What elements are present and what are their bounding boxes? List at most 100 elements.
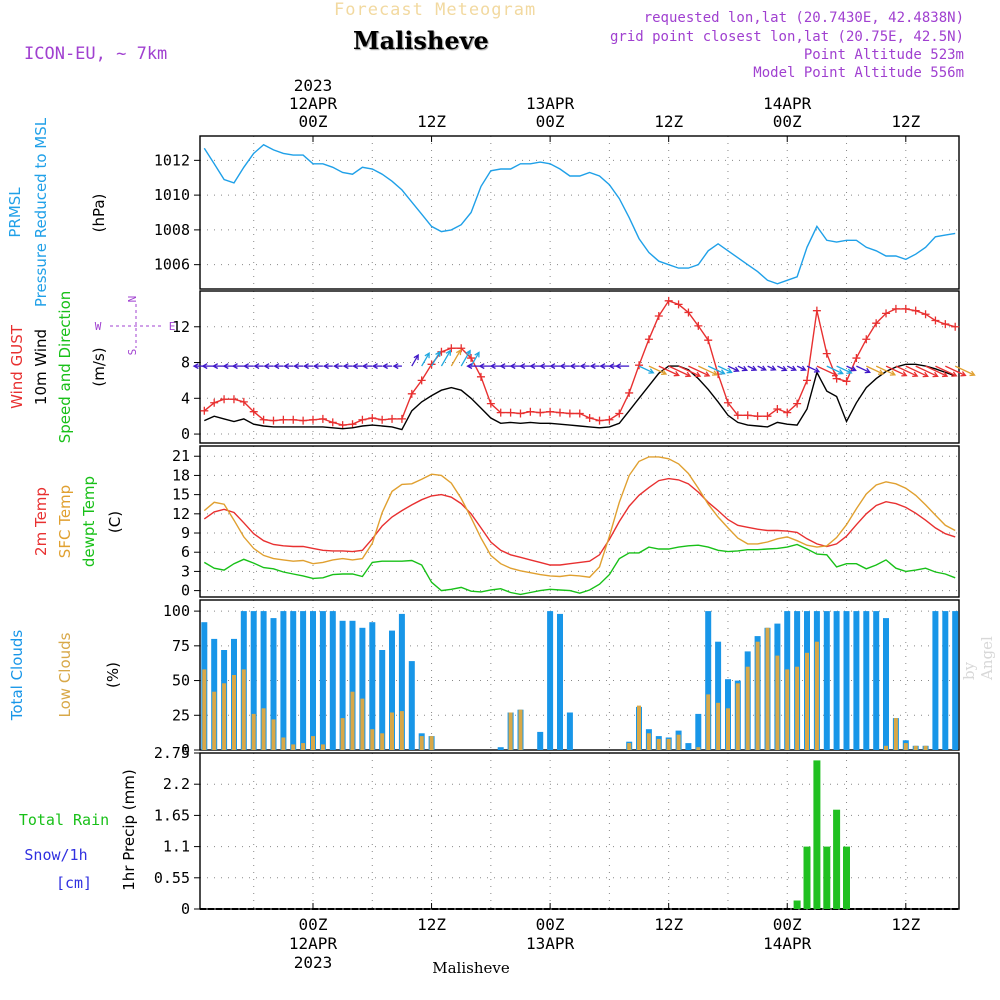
wind-arrow [875,365,896,376]
data-point-marker [911,306,920,315]
y-tick-label: 21 [172,447,190,465]
bar-precipitation [833,809,841,909]
bar-clouds [676,734,681,750]
wind-arrow-head [846,368,853,374]
wind-arrow-head [499,363,506,370]
data-point-marker [516,409,525,418]
y-unit-label: (C) [106,511,124,533]
bar-clouds [537,731,544,750]
wind-arrow [698,365,718,376]
data-point-marker [200,406,209,415]
wind-arrow [885,365,907,377]
series-line [203,143,956,285]
data-point-marker [684,308,693,317]
data-point-marker [842,377,851,386]
bar-precipitation [813,760,821,909]
bar-clouds [893,718,898,750]
series-line [203,456,956,578]
bar-clouds [329,611,336,750]
wind-arrow [836,365,852,374]
data-point-marker [249,407,258,416]
wind-arrow-head [509,363,516,370]
bar-precipitation [793,900,801,909]
wind-arrow [747,365,757,371]
y-tick-label: 2.75 [154,744,190,762]
wind-arrow-head [413,353,419,361]
wind-arrow-head [302,363,309,370]
data-point-marker [812,306,821,315]
chart-title: Forecast Meteogram [334,0,537,20]
wind-arrow-head [201,363,208,370]
bar-clouds [340,718,345,750]
location-title: Malisheve [353,26,489,55]
wind-arrow-head [322,363,329,370]
y-tick-label: 12 [172,505,190,523]
y-tick-label: 1012 [154,151,190,169]
bar-clouds [222,683,227,750]
wind-arrow-head [332,363,340,370]
wind-arrow-head [263,363,270,370]
data-point-marker [872,319,881,328]
data-point-marker [536,408,545,417]
wind-arrow-head [704,371,711,377]
data-point-marker [941,320,950,329]
panel-frame-temperature [199,445,960,598]
data-point-marker [496,408,505,417]
data-point-marker [299,416,308,425]
data-point-marker [931,316,940,325]
wind-arrow-head [424,352,430,359]
bar-clouds [301,743,306,750]
data-point-marker [882,309,891,318]
bar-clouds [952,611,959,750]
bar-clouds [370,729,375,750]
compass-south: S [126,349,139,356]
wind-arrow [411,354,419,367]
data-point-marker [447,344,456,353]
wind-arrow-head [273,363,280,370]
data-point-marker [239,397,248,406]
wind-arrow-head [770,365,777,371]
bar-clouds [833,611,840,750]
bar-clouds [883,618,889,750]
wind-arrow-head [519,363,526,370]
bar-clouds [359,627,366,750]
side-label: PRMSL [6,187,24,238]
wind-arrow-head [922,371,929,378]
wind-arrow-head [455,348,462,356]
bar-clouds [270,618,277,750]
bar-clouds [735,683,740,750]
wind-arrow-head [342,363,349,370]
requested-coords: requested lon,lat (20.7430E, 42.4838N) [643,10,964,26]
side-label: SFC Temp [56,485,74,558]
data-point-marker [279,415,288,424]
wind-arrow-head [951,371,958,377]
bar-clouds [271,719,276,750]
y-tick-label: 15 [172,486,190,504]
wind-arrow-head [969,370,976,377]
wind-arrow-head [465,349,471,356]
data-point-marker [704,336,713,345]
bar-clouds [843,611,850,750]
data-point-marker [309,415,317,424]
bottom-time-label: 12Z [417,915,446,934]
y-tick-label: 6 [181,543,190,561]
data-point-marker [397,414,406,423]
bar-clouds [281,737,286,750]
bar-clouds [932,611,939,750]
data-point-marker [556,408,564,417]
y-tick-label: 75 [172,637,190,655]
wind-arrow [935,365,957,377]
wind-arrow [905,365,928,377]
wind-arrow-head [733,366,740,372]
wind-arrow-head [283,363,290,370]
data-point-marker [348,420,357,429]
wind-arrow [678,365,701,377]
wind-arrow-head [211,363,219,370]
wind-arrow [826,365,843,375]
wind-arrow [945,365,966,377]
top-time-label: 00Z [299,112,328,131]
data-point-marker [605,415,614,424]
y-tick-label: 3 [181,562,190,580]
data-point-marker [901,304,910,313]
wind-arrow-head [711,370,719,376]
